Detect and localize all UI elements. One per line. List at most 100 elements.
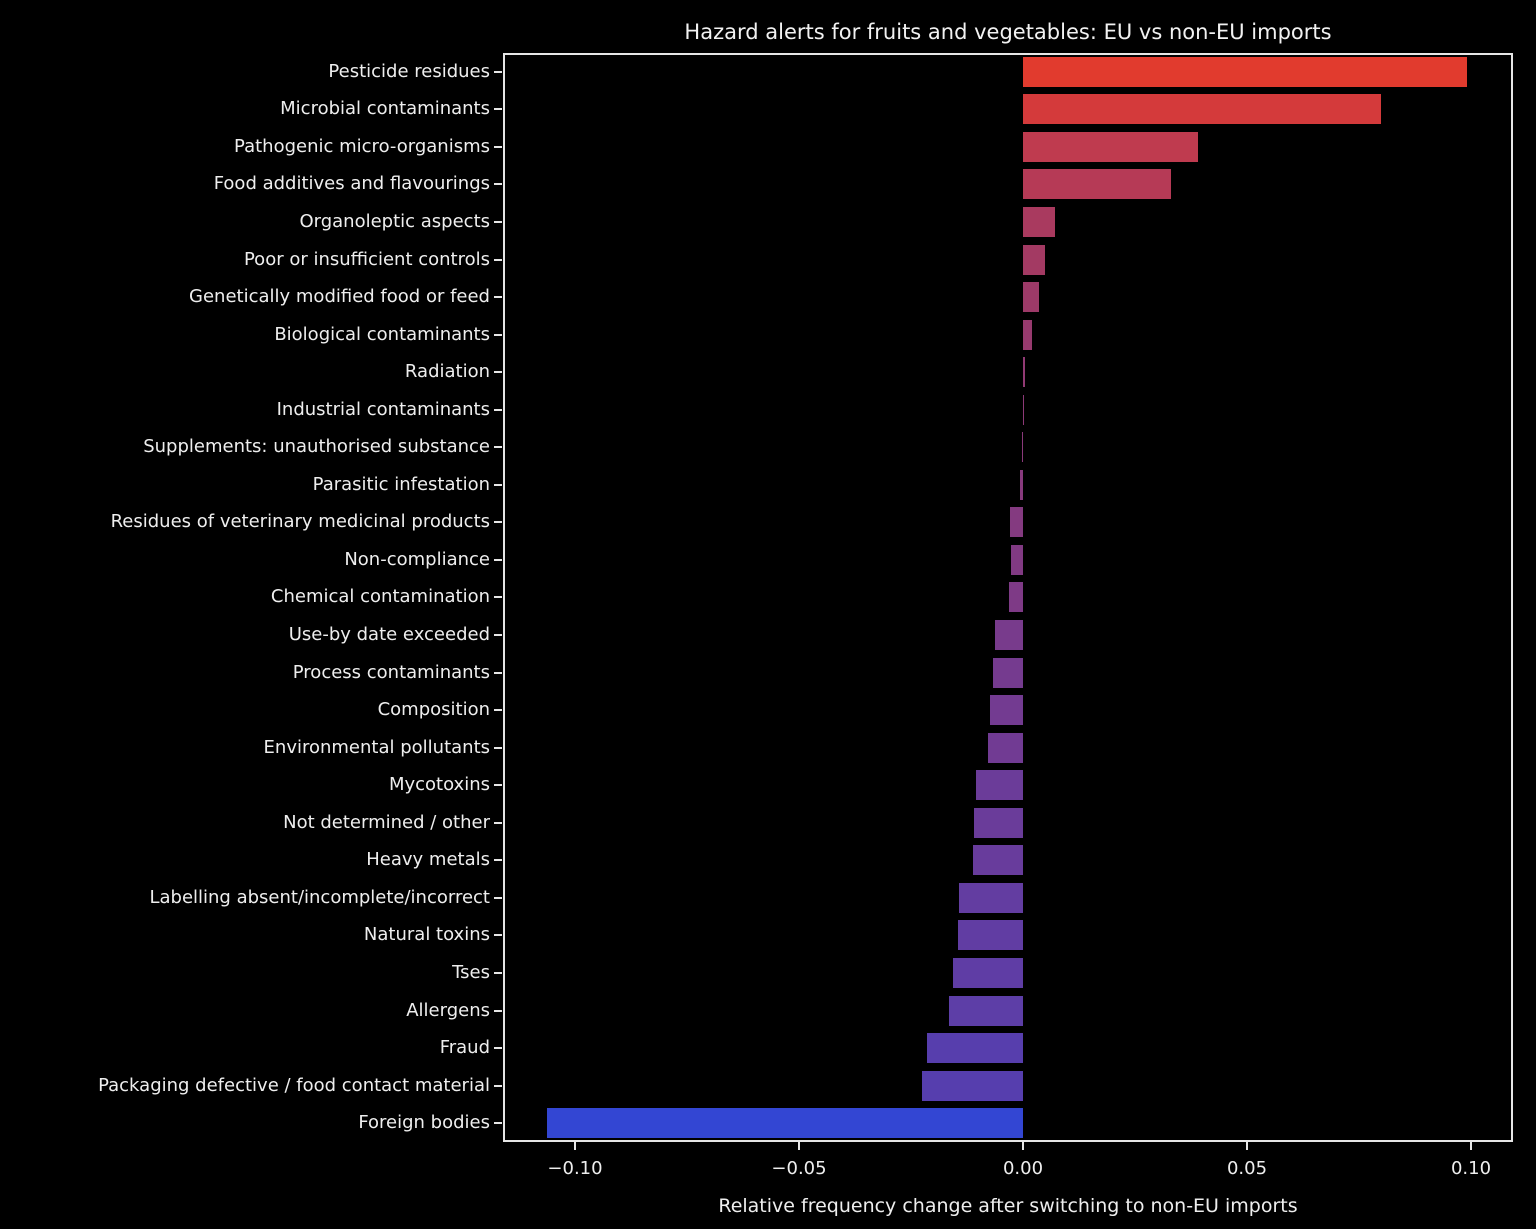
y-tick-mark <box>494 559 502 561</box>
bar <box>1009 582 1023 612</box>
y-tick-label: Mycotoxins <box>388 774 490 795</box>
y-tick-label: Residues of veterinary medicinal product… <box>110 511 490 532</box>
bar <box>1023 245 1045 275</box>
y-tick-label: Allergens <box>406 1000 490 1021</box>
y-tick-label: Industrial contaminants <box>276 399 490 420</box>
y-tick-mark <box>494 221 502 223</box>
bar <box>1011 545 1023 575</box>
x-tick-label: −0.05 <box>771 1158 827 1179</box>
x-tick-label: 0.00 <box>1002 1158 1044 1179</box>
y-tick-mark <box>494 108 502 110</box>
y-tick-mark <box>494 897 502 899</box>
x-tick-mark <box>798 1142 800 1150</box>
bar <box>927 1033 1023 1063</box>
y-tick-label: Microbial contaminants <box>280 98 490 119</box>
bar <box>922 1071 1023 1101</box>
bar <box>949 996 1023 1026</box>
y-tick-mark <box>494 1122 502 1124</box>
y-tick-label: Non-compliance <box>344 549 490 570</box>
y-tick-mark <box>494 146 502 148</box>
y-tick-mark <box>494 859 502 861</box>
y-tick-label: Organoleptic aspects <box>299 211 490 232</box>
y-tick-label: Use-by date exceeded <box>288 624 490 645</box>
chart-title: Hazard alerts for fruits and vegetables:… <box>684 20 1332 44</box>
x-tick-mark <box>1022 1142 1024 1150</box>
x-tick-label: 0.10 <box>1450 1158 1492 1179</box>
x-axis-label: Relative frequency change after switchin… <box>718 1195 1298 1217</box>
y-tick-label: Pesticide residues <box>328 61 490 82</box>
y-tick-label: Heavy metals <box>366 849 490 870</box>
bar <box>1023 169 1171 199</box>
bar <box>973 845 1023 875</box>
y-tick-mark <box>494 672 502 674</box>
y-tick-mark <box>494 972 502 974</box>
y-tick-mark <box>494 521 502 523</box>
bar <box>1020 470 1023 500</box>
y-tick-label: Fraud <box>439 1037 490 1058</box>
y-tick-label: Supplements: unauthorised substance <box>143 436 490 457</box>
bar <box>1023 132 1198 162</box>
y-tick-mark <box>494 634 502 636</box>
y-tick-mark <box>494 1085 502 1087</box>
bar <box>547 1108 1023 1138</box>
y-tick-mark <box>494 709 502 711</box>
y-tick-mark <box>494 596 502 598</box>
x-tick-mark <box>1470 1142 1472 1150</box>
bar <box>995 620 1023 650</box>
x-tick-label: 0.05 <box>1226 1158 1268 1179</box>
y-tick-label: Natural toxins <box>363 924 490 945</box>
x-tick-mark <box>574 1142 576 1150</box>
bar <box>959 883 1023 913</box>
y-tick-mark <box>494 484 502 486</box>
y-tick-mark <box>494 259 502 261</box>
bar <box>990 695 1023 725</box>
bar <box>976 770 1023 800</box>
y-tick-mark <box>494 934 502 936</box>
bar <box>958 920 1023 950</box>
x-tick-label: −0.10 <box>547 1158 603 1179</box>
y-tick-label: Packaging defective / food contact mater… <box>98 1075 490 1096</box>
y-tick-mark <box>494 822 502 824</box>
y-tick-label: Environmental pollutants <box>263 737 490 758</box>
bar <box>1022 432 1023 462</box>
y-tick-label: Tses <box>452 962 490 983</box>
y-tick-label: Process contaminants <box>292 662 490 683</box>
y-tick-mark <box>494 784 502 786</box>
y-tick-label: Biological contaminants <box>274 324 490 345</box>
bar <box>1010 507 1023 537</box>
bar <box>1023 94 1381 124</box>
y-tick-mark <box>494 409 502 411</box>
y-tick-label: Poor or insufficient controls <box>243 249 490 270</box>
y-tick-label: Parasitic infestation <box>312 474 490 495</box>
bar <box>974 808 1023 838</box>
bar <box>1023 357 1025 387</box>
y-tick-mark <box>494 183 502 185</box>
bar <box>1023 282 1039 312</box>
y-tick-label: Pathogenic micro-organisms <box>234 136 490 157</box>
plot-area <box>503 53 1513 1142</box>
y-tick-mark <box>494 747 502 749</box>
y-tick-mark <box>494 71 502 73</box>
bar <box>1023 320 1032 350</box>
y-tick-label: Food additives and flavourings <box>213 173 490 194</box>
bar <box>993 658 1023 688</box>
y-tick-mark <box>494 371 502 373</box>
y-tick-label: Genetically modified food or feed <box>189 286 490 307</box>
y-tick-mark <box>494 446 502 448</box>
bar <box>1023 395 1024 425</box>
y-tick-mark <box>494 1010 502 1012</box>
bar <box>1023 57 1467 87</box>
y-tick-mark <box>494 1047 502 1049</box>
y-tick-label: Radiation <box>404 361 490 382</box>
bar <box>1023 207 1055 237</box>
bar <box>953 958 1023 988</box>
y-tick-mark <box>494 334 502 336</box>
y-tick-label: Labelling absent/incomplete/incorrect <box>149 887 490 908</box>
y-tick-label: Not determined / other <box>283 812 490 833</box>
y-tick-label: Foreign bodies <box>358 1112 490 1133</box>
y-tick-mark <box>494 296 502 298</box>
bar <box>988 733 1023 763</box>
y-tick-label: Chemical contamination <box>270 586 490 607</box>
y-tick-label: Composition <box>377 699 490 720</box>
